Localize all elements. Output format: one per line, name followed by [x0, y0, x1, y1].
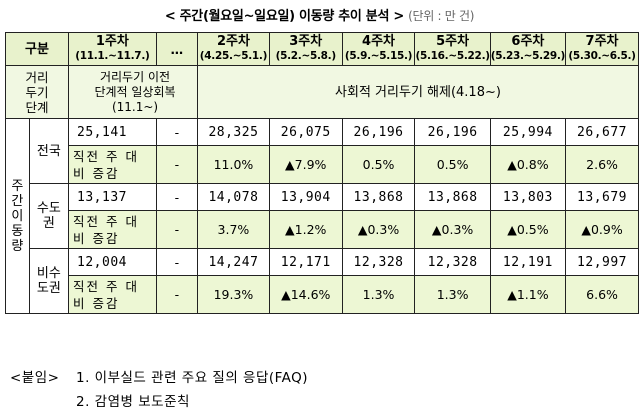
mobility-value-cell: 25,994	[489, 118, 567, 146]
distancing-previous: 거리두기 이전 단계적 일상회복 (11.1~)	[68, 65, 198, 119]
mobility-value-cell: 12,997	[565, 248, 639, 276]
header-week-1: 1주차 (11.1.~11.7.)	[68, 32, 157, 66]
rate-change-cell: 0.5%	[414, 145, 491, 184]
rate-change-cell: 3.7%	[196, 210, 270, 249]
rate-change-cell: ▲0.3%	[414, 210, 491, 249]
week-label: 6주차	[511, 34, 545, 49]
rate-change-cell: -	[155, 210, 198, 249]
rate-label: 직전 주 대 비 증감	[68, 275, 157, 314]
attachment-item: 1. 이부실드 관련 주요 질의 응답(FAQ)	[76, 370, 309, 386]
week-range: (4.25.~5.1.)	[199, 50, 268, 62]
rate-change-cell: ▲7.9%	[268, 145, 343, 184]
mobility-value-cell: 13,137	[68, 183, 157, 211]
mobility-value-cell: 26,075	[268, 118, 343, 146]
rate-change-cell: -	[155, 145, 198, 184]
region-name: 비수 도권	[28, 248, 70, 314]
header-week-5: 5주차 (5.16.~5.22.)	[414, 32, 491, 66]
header-category: 구분	[4, 32, 70, 66]
attachment-row-2: 2. 감염병 보도준칙	[10, 390, 308, 414]
mobility-value-cell: 13,904	[268, 183, 343, 211]
week-label: 7주차	[585, 34, 619, 49]
rate-label: 직전 주 대 비 증감	[68, 145, 157, 184]
rate-change-cell: ▲0.8%	[489, 145, 567, 184]
header-row: 구분 1주차 (11.1.~11.7.) … 2주차 (4.25.~5.1.) …	[4, 32, 639, 66]
mobility-value-cell: 26,196	[341, 118, 416, 146]
header-week-4: 4주차 (5.9.~5.15.)	[341, 32, 416, 66]
rate-change-cell: ▲14.6%	[268, 275, 343, 314]
region-rate-row: 직전 주 대 비 증감 -3.7% ▲1.2% ▲0.3% ▲0.3% ▲0.5% ▲0.9…	[6, 210, 639, 249]
weekly-mobility-side-label: 주 간 이 동 량	[5, 118, 30, 314]
header-week-2: 2주차 (4.25.~5.1.)	[196, 32, 270, 66]
rate-change-cell: ▲0.9%	[565, 210, 639, 249]
unit-note: (단위 : 만 건)	[408, 9, 475, 23]
table-body: 구분 1주차 (11.1.~11.7.) … 2주차 (4.25.~5.1.) …	[4, 32, 639, 314]
rate-label: 직전 주 대 비 증감	[68, 210, 157, 249]
week-label: 1주차	[95, 34, 129, 49]
week-label: 4주차	[362, 34, 396, 49]
rate-change-cell: ▲1.2%	[268, 210, 343, 249]
rate-change-cell: ▲0.3%	[341, 210, 416, 249]
region-value-row: 비수 도권 12,004-14,247 12,171 12,328 12,328 12,1…	[6, 248, 639, 314]
mobility-value-cell: 26,677	[565, 118, 639, 146]
distancing-current: 사회적 거리두기 해제(4.18~)	[196, 65, 639, 119]
rate-change-cell: 2.6%	[565, 145, 639, 184]
region-value-row: 주 간 이 동 량 전국 25,141-28,325 26,075 26,196 26,1…	[5, 118, 639, 314]
attachments: <붙임> 1. 이부실드 관련 주요 질의 응답(FAQ) 2. 감염병 보도준칙	[10, 366, 308, 414]
distancing-row: 거리 두기 단계 거리두기 이전 단계적 일상회복 (11.1~) 사회적 거리…	[4, 65, 639, 119]
header-ellipsis: …	[155, 32, 198, 66]
mobility-value-cell: -	[155, 183, 198, 211]
week-range: (5.16.~5.22.)	[415, 50, 490, 62]
mobility-value-cell: 14,078	[196, 183, 270, 211]
mobility-value-cell: 12,191	[489, 248, 567, 276]
attachment-row-1: <붙임> 1. 이부실드 관련 주요 질의 응답(FAQ)	[10, 366, 308, 390]
week-range: (11.1.~11.7.)	[75, 50, 150, 62]
rate-change-cell: 19.3%	[196, 275, 270, 314]
mobility-value-cell: 12,328	[341, 248, 416, 276]
mobility-value-cell: 12,328	[414, 248, 491, 276]
mobility-value-cell: 28,325	[196, 118, 270, 146]
week-range: (5.9.~5.15.)	[344, 50, 413, 62]
mobility-value-cell: 13,868	[341, 183, 416, 211]
header-week-6: 6주차 (5.23.~5.29.)	[489, 32, 567, 66]
attachment-item: 2. 감염병 보도준칙	[76, 394, 190, 410]
rate-change-cell: 6.6%	[565, 275, 639, 314]
rate-change-cell: ▲0.5%	[489, 210, 567, 249]
region-name: 전국	[28, 118, 70, 184]
week-label: 2주차	[216, 34, 250, 49]
mobility-table: 구분 1주차 (11.1.~11.7.) … 2주차 (4.25.~5.1.) …	[4, 32, 639, 314]
region-value-row: 수도 권 13,137-14,078 13,904 13,868 13,868 13,80…	[6, 183, 639, 249]
week-range: (5.30.~6.5.)	[568, 50, 636, 62]
mobility-value-cell: 12,004	[68, 248, 157, 276]
week-label: 3주차	[289, 34, 323, 49]
distancing-stage-label: 거리 두기 단계	[4, 65, 70, 119]
rate-change-cell: 0.5%	[341, 145, 416, 184]
rate-change-cell: 11.0%	[196, 145, 270, 184]
mobility-value-cell: 13,803	[489, 183, 567, 211]
attachments-label: <붙임>	[10, 370, 60, 386]
rate-change-cell: -	[155, 275, 198, 314]
mobility-value-cell: -	[155, 248, 198, 276]
mobility-value-cell: 25,141	[68, 118, 157, 146]
table-title: < 주간(월요일~일요일) 이동량 추이 분석 > (단위 : 만 건)	[0, 5, 639, 24]
rate-change-cell: ▲1.1%	[489, 275, 567, 314]
region-name: 수도 권	[28, 183, 70, 249]
mobility-value-cell: -	[155, 118, 198, 146]
header-week-7: 7주차 (5.30.~6.5.)	[565, 32, 639, 66]
mobility-value-cell: 14,247	[196, 248, 270, 276]
rate-change-cell: 1.3%	[414, 275, 491, 314]
mobility-value-cell: 13,868	[414, 183, 491, 211]
week-range: (5.2.~5.8.)	[275, 50, 337, 62]
title-main: < 주간(월요일~일요일) 이동량 추이 분석 >	[164, 9, 404, 24]
mobility-value-cell: 12,171	[268, 248, 343, 276]
region-rate-row: 직전 주 대 비 증감 -19.3% ▲14.6% 1.3% 1.3% ▲1.1% 6.6%	[6, 275, 639, 314]
header-week-3: 3주차 (5.2.~5.8.)	[268, 32, 343, 66]
region-rate-row: 직전 주 대 비 증감 -11.0% ▲7.9% 0.5% 0.5% ▲0.8% 2.6%	[6, 145, 639, 184]
mobility-value-cell: 13,679	[565, 183, 639, 211]
mobility-value-cell: 26,196	[414, 118, 491, 146]
week-range: (5.23.~5.29.)	[490, 50, 566, 62]
rate-change-cell: 1.3%	[341, 275, 416, 314]
week-label: 5주차	[436, 34, 470, 49]
